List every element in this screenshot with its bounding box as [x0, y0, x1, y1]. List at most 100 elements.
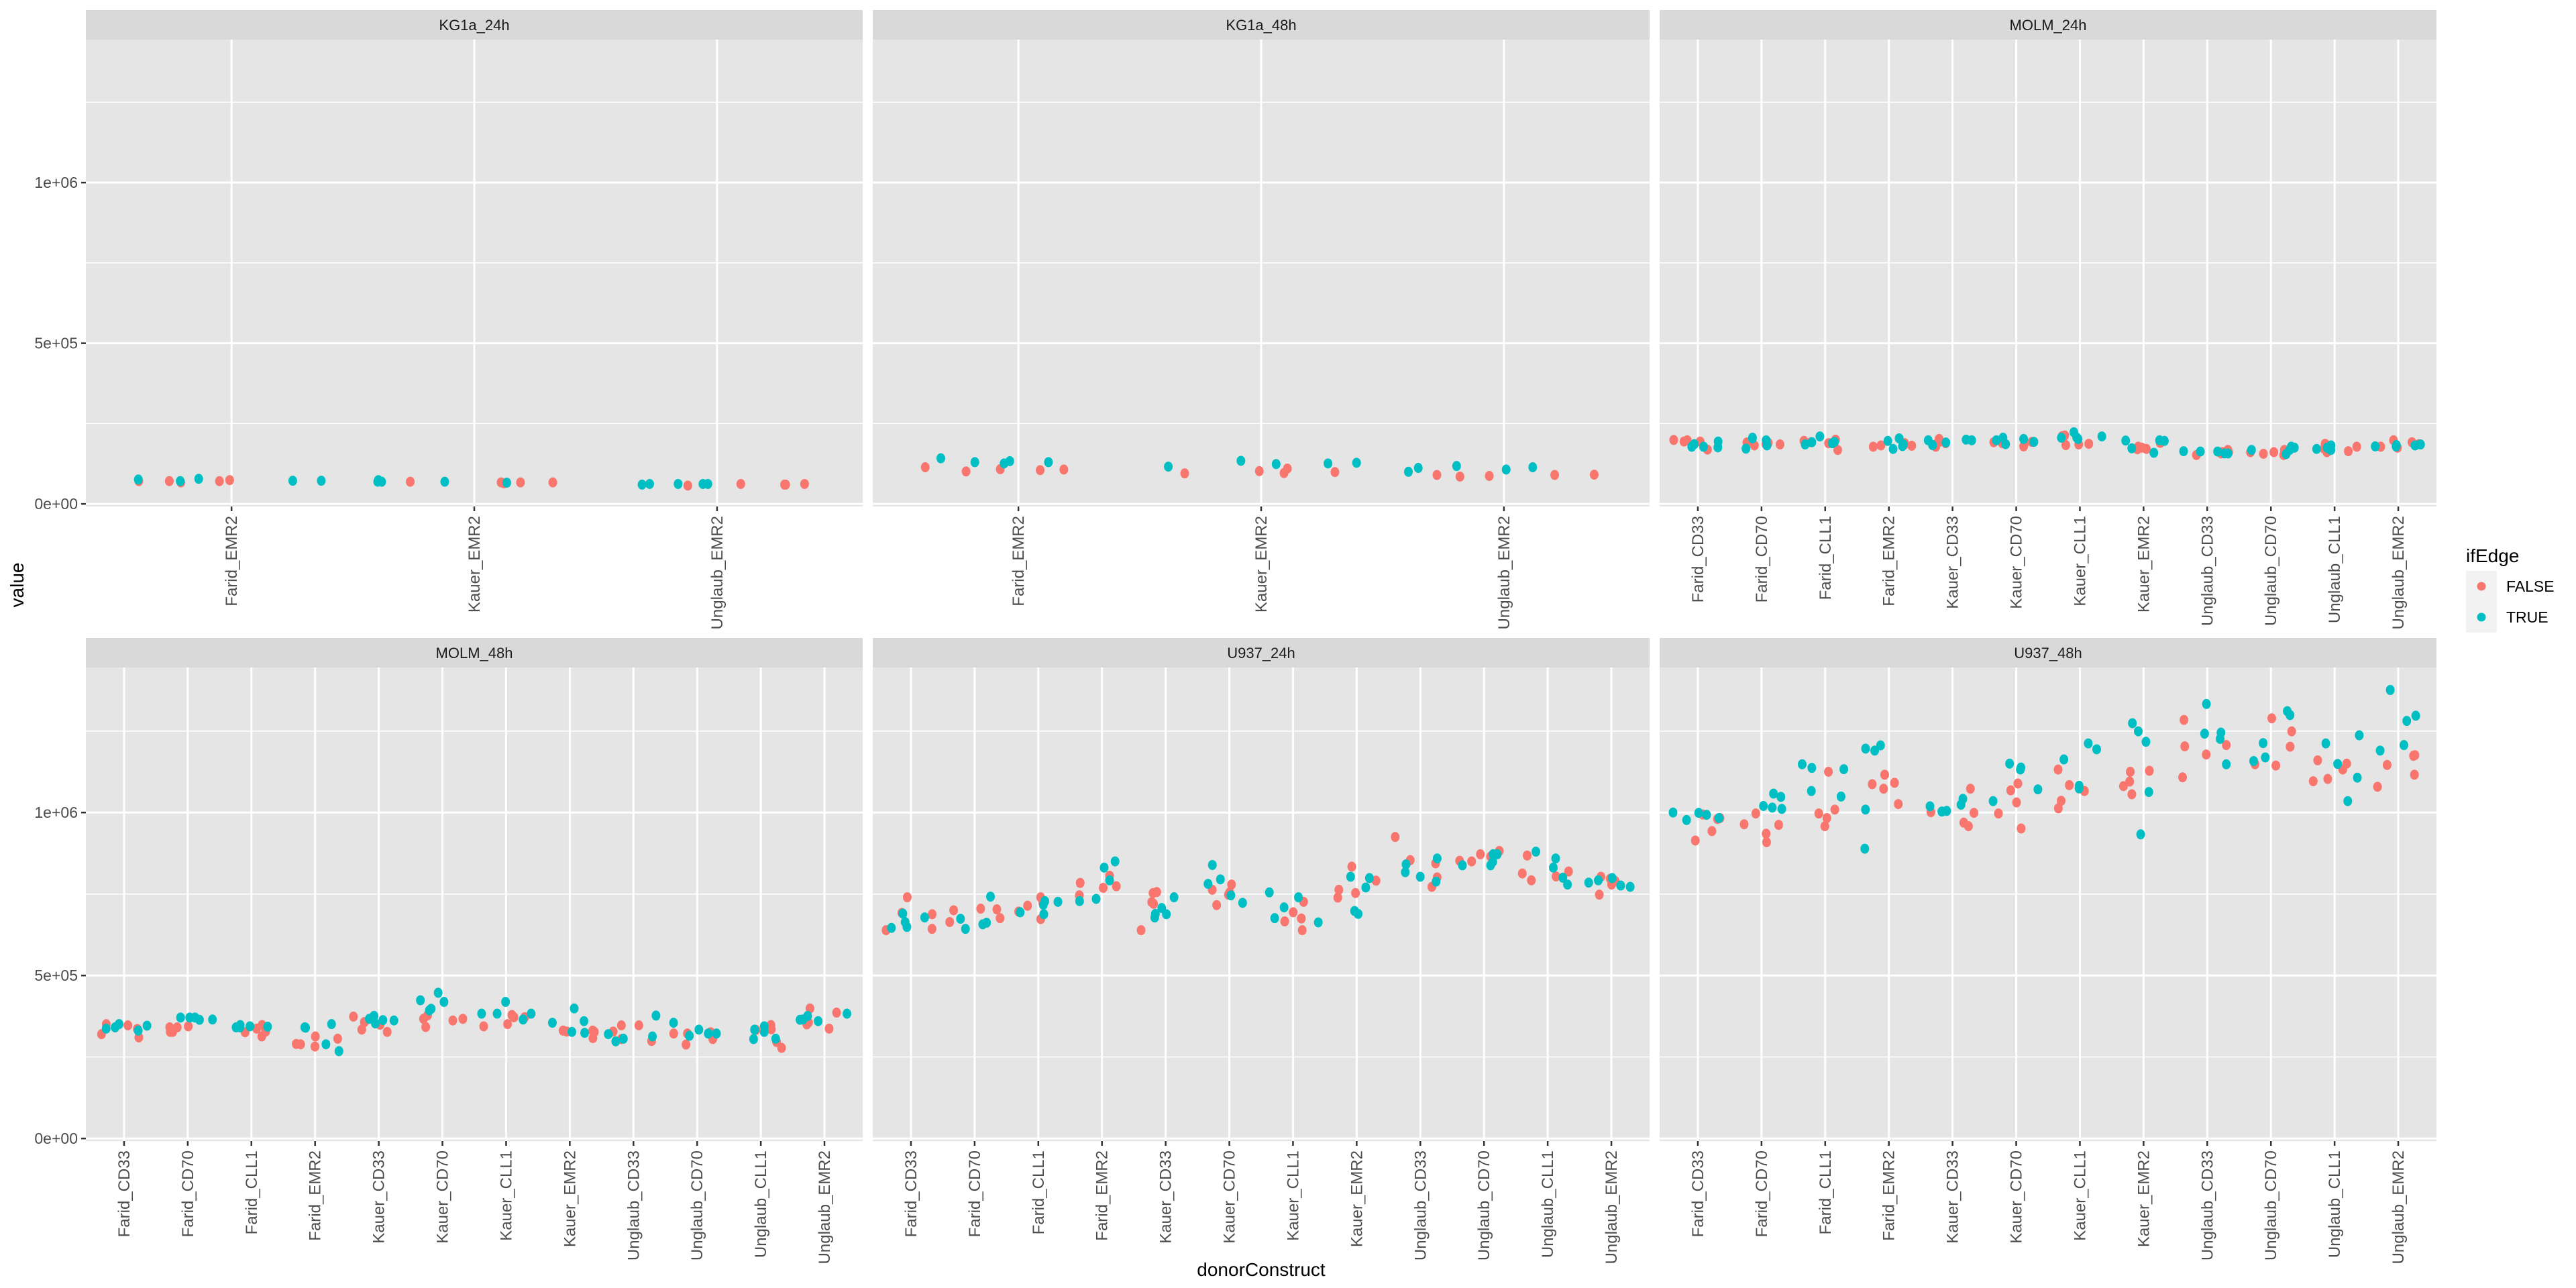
point-false	[928, 909, 937, 920]
panel-background	[1660, 40, 2436, 506]
x-tick-label: Unglaub_CLL1	[1539, 1150, 1557, 1258]
point-false	[2259, 448, 2268, 459]
point-true	[1584, 877, 1593, 888]
x-tick-label: Kauer_EMR2	[466, 516, 484, 612]
point-false	[2012, 797, 2021, 808]
point-false	[333, 1033, 342, 1044]
y-tick-label: 0e+00	[34, 495, 78, 513]
point-true	[2213, 446, 2222, 457]
point-true	[1776, 792, 1786, 802]
y-tick-label: 0e+00	[34, 1130, 78, 1147]
point-true	[2220, 448, 2229, 459]
point-false	[1391, 832, 1400, 843]
point-true	[433, 987, 443, 998]
point-false	[1212, 900, 1222, 910]
point-false	[2178, 772, 2188, 783]
point-false	[2342, 758, 2351, 769]
point-true	[2400, 740, 2409, 751]
point-true	[1876, 740, 1885, 751]
point-false	[616, 1020, 626, 1031]
point-true	[1830, 437, 1839, 447]
point-true	[2321, 738, 2330, 749]
facet-panel-MOLM_48h: MOLM_48h Farid_CD33 Farid_CD70 Farid_CLL1 Fa…	[34, 638, 863, 1264]
point-true	[2312, 443, 2321, 454]
point-true	[2375, 745, 2385, 756]
point-true	[101, 1023, 111, 1034]
x-tick-label: Unglaub_EMR2	[2390, 516, 2408, 629]
point-true	[1005, 455, 1014, 466]
point-true	[1265, 887, 1274, 898]
point-true	[2333, 759, 2343, 769]
x-tick-label: Unglaub_CD33	[2198, 516, 2216, 626]
x-tick-label: Kauer_CLL1	[2071, 1150, 2089, 1241]
point-true	[2249, 755, 2258, 766]
point-true	[334, 1046, 343, 1057]
point-false	[2373, 782, 2382, 792]
point-true	[1501, 464, 1511, 475]
facet-strip	[873, 638, 1650, 667]
point-true	[1075, 896, 1084, 906]
point-true	[814, 1016, 823, 1026]
point-false	[1564, 866, 1573, 877]
point-true	[1839, 764, 1849, 775]
point-true	[1413, 463, 1423, 474]
point-true	[133, 474, 143, 485]
point-true	[2286, 710, 2295, 720]
point-true	[669, 1018, 678, 1028]
point-false	[2180, 714, 2189, 725]
point-false	[2126, 766, 2135, 777]
point-true	[142, 1020, 152, 1031]
point-true	[703, 478, 712, 489]
point-false	[503, 1019, 513, 1030]
point-false	[669, 1028, 678, 1039]
point-false	[2308, 776, 2318, 787]
point-true	[1208, 859, 1217, 870]
x-tick-label: Farid_EMR2	[1880, 516, 1898, 606]
point-false	[406, 476, 415, 487]
point-true	[2353, 772, 2362, 783]
point-false	[832, 1008, 841, 1018]
facet-strip	[873, 10, 1650, 40]
point-true	[2200, 729, 2209, 739]
point-true	[2324, 443, 2334, 454]
point-false	[949, 905, 959, 916]
point-true	[263, 1021, 272, 1032]
point-true	[1801, 439, 1810, 450]
point-false	[215, 476, 224, 486]
point-true	[1401, 867, 1410, 877]
point-false	[1820, 821, 1829, 832]
facet-strip-label: U937_24h	[1227, 645, 1295, 661]
x-tick-label: Kauer_CLL1	[1284, 1150, 1302, 1241]
point-false	[2127, 789, 2137, 800]
point-false	[1036, 465, 1045, 476]
point-false	[1880, 769, 1889, 780]
point-true	[580, 1028, 590, 1038]
point-true	[2092, 744, 2101, 755]
point-true	[246, 1021, 255, 1032]
facet-strip	[86, 638, 863, 667]
x-tick-label: Unglaub_CD33	[2198, 1150, 2216, 1260]
point-true	[1748, 433, 1757, 443]
point-false	[1289, 907, 1298, 918]
point-false	[1964, 821, 1973, 832]
point-false	[1280, 916, 1289, 927]
point-false	[1254, 466, 1264, 476]
x-tick-label: Kauer_EMR2	[2135, 1150, 2153, 1247]
x-axis-title: donorConstruct	[1197, 1259, 1326, 1280]
point-true	[2155, 435, 2164, 445]
point-true	[492, 1008, 502, 1019]
point-false	[123, 1020, 133, 1031]
y-tick-label: 1e+06	[34, 174, 78, 191]
point-false	[2145, 765, 2154, 776]
point-true	[519, 1014, 528, 1025]
point-false	[421, 1022, 431, 1032]
point-true	[2179, 446, 2188, 457]
point-false	[588, 1032, 598, 1043]
point-true	[373, 476, 382, 487]
point-true	[2059, 754, 2069, 765]
point-true	[645, 478, 654, 489]
point-false	[2053, 764, 2063, 775]
legend: ifEdge FALSE TRUE	[2466, 545, 2555, 633]
x-tick-label: Kauer_CD70	[2008, 1150, 2026, 1244]
point-false	[1775, 439, 1784, 450]
